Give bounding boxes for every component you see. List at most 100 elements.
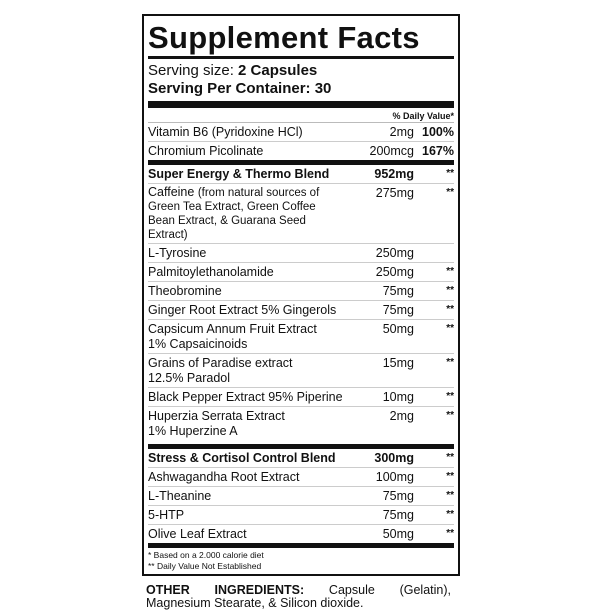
daily-value: ** bbox=[446, 187, 454, 198]
amount: 300mg bbox=[374, 451, 414, 465]
serving-size: Serving size: 2 Capsules bbox=[148, 62, 318, 79]
name-text: Huperzia Serrata Extract bbox=[148, 409, 285, 423]
amount: 100mg bbox=[375, 470, 414, 484]
amount: 275mg bbox=[375, 186, 414, 200]
name-text: Capsicum Annum Fruit Extract bbox=[148, 322, 317, 336]
ingredient-row: Huperzia Serrata Extract 1% Huperzine A 2m… bbox=[148, 407, 454, 441]
divider bbox=[148, 444, 454, 449]
name-text: Super Energy & Thermo Blend bbox=[148, 167, 330, 181]
name-text: Theobromine bbox=[148, 284, 222, 298]
ingredient-name: Huperzia Serrata Extract 1% Huperzine A bbox=[148, 409, 344, 440]
ingredient-row: Grains of Paradise extract 12.5% Paradol 1… bbox=[148, 354, 454, 388]
daily-value: 100% bbox=[422, 125, 454, 139]
label-wrapper: Supplement Facts Serving size: 2 Capsule… bbox=[142, 14, 460, 610]
footnote: * Based on a 2.000 calorie diet bbox=[148, 550, 264, 560]
ingredient-name: Ginger Root Extract 5% Gingerols bbox=[148, 303, 344, 318]
name-text: Grains of Paradise extract bbox=[148, 356, 293, 370]
amount: 250mg bbox=[375, 265, 414, 279]
ingredient-name: Capsicum Annum Fruit Extract 1% Capsaicin… bbox=[148, 322, 344, 352]
divider bbox=[148, 56, 454, 59]
ingredient-name: Ashwagandha Root Extract bbox=[148, 470, 344, 485]
daily-value: ** bbox=[446, 357, 454, 368]
name-text: Stress & Cortisol Control Blend bbox=[148, 451, 336, 465]
ingredient-name: Olive Leaf Extract bbox=[148, 527, 344, 542]
daily-value: ** bbox=[446, 168, 454, 179]
name-text: Black Pepper Extract 95% Piperine bbox=[148, 390, 343, 404]
daily-value-header: % Daily Value* bbox=[148, 108, 454, 123]
daily-value: ** bbox=[446, 285, 454, 296]
daily-value: ** bbox=[446, 410, 454, 421]
amount: 15mg bbox=[382, 356, 414, 370]
ingredient-subtext: 1% Huperzine A bbox=[148, 424, 238, 438]
amount: 952mg bbox=[374, 167, 414, 181]
daily-value: ** bbox=[446, 528, 454, 539]
daily-value: ** bbox=[446, 452, 454, 463]
name-text: Ginger Root Extract 5% Gingerols bbox=[148, 303, 337, 317]
name-text: Ashwagandha Root Extract bbox=[148, 470, 300, 484]
ingredient-row: Ashwagandha Root Extract 100mg ** bbox=[148, 468, 454, 487]
ingredient-row: 5-HTP 75mg ** bbox=[148, 506, 454, 525]
ingredient-row: Vitamin B6 (Pyridoxine HCl) 2mg 100% bbox=[148, 123, 454, 142]
daily-value: ** bbox=[446, 509, 454, 520]
stress-blend-list: Stress & Cortisol Control Blend 300mg ** As… bbox=[148, 449, 454, 543]
amount: 75mg bbox=[382, 489, 414, 503]
supplement-facts-panel: Supplement Facts Serving size: 2 Capsule… bbox=[142, 14, 460, 576]
ingredient-name: Stress & Cortisol Control Blend bbox=[148, 451, 344, 466]
ingredient-name: Chromium Picolinate bbox=[148, 144, 344, 159]
vitamin-list: Vitamin B6 (Pyridoxine HCl) 2mg 100% Chromi… bbox=[148, 123, 454, 160]
ingredient-row: Theobromine 75mg ** bbox=[148, 282, 454, 301]
divider bbox=[148, 543, 454, 548]
amount: 75mg bbox=[382, 508, 414, 522]
name-text: 5-HTP bbox=[148, 508, 185, 522]
other-ingredients: OTHER INGREDIENTS: Capsule (Gelatin), Ma… bbox=[146, 583, 451, 610]
ingredient-name: L-Theanine bbox=[148, 489, 344, 504]
daily-value: ** bbox=[446, 391, 454, 402]
amount: 50mg bbox=[382, 527, 414, 541]
daily-value bbox=[414, 246, 454, 261]
ingredient-note: (from natural sources of Green Tea Extra… bbox=[148, 187, 320, 241]
ingredient-row: L-Theanine 75mg ** bbox=[148, 487, 454, 506]
name-text: Caffeine bbox=[148, 185, 195, 199]
ingredient-row: Chromium Picolinate 200mcg 167% bbox=[148, 142, 454, 160]
ingredient-row: Palmitoylethanolamide 250mg ** bbox=[148, 263, 454, 282]
amount: 75mg bbox=[382, 303, 414, 317]
ingredient-name: Grains of Paradise extract 12.5% Paradol bbox=[148, 356, 344, 386]
amount: 2mg bbox=[389, 125, 414, 139]
ingredient-row: Olive Leaf Extract 50mg ** bbox=[148, 525, 454, 543]
panel-title: Supplement Facts bbox=[148, 20, 420, 55]
ingredient-name: Palmitoylethanolamide bbox=[148, 265, 344, 280]
ingredient-name: Caffeine (from natural sources of Green … bbox=[148, 186, 344, 242]
ingredient-row: Black Pepper Extract 95% Piperine 10mg ** bbox=[148, 388, 454, 407]
ingredient-row: L-Tyrosine 250mg bbox=[148, 244, 454, 263]
ingredient-name: 5-HTP bbox=[148, 508, 344, 523]
ingredient-row: Caffeine (from natural sources of Green … bbox=[148, 184, 454, 244]
blend-header-row: Stress & Cortisol Control Blend 300mg ** bbox=[148, 449, 454, 468]
ingredient-subtext: 1% Capsaicinoids bbox=[148, 337, 248, 351]
energy-blend-list: Super Energy & Thermo Blend 952mg ** Caffei… bbox=[148, 165, 454, 441]
ingredient-name: Black Pepper Extract 95% Piperine bbox=[148, 390, 344, 405]
ingredient-subtext: 12.5% Paradol bbox=[148, 371, 231, 385]
amount: 50mg bbox=[382, 322, 414, 336]
name-text: L-Tyrosine bbox=[148, 246, 207, 260]
daily-value: ** bbox=[446, 304, 454, 315]
ingredient-name: Theobromine bbox=[148, 284, 344, 299]
ingredient-name: Vitamin B6 (Pyridoxine HCl) bbox=[148, 125, 344, 140]
servings-per-container: Serving Per Container: 30 bbox=[148, 80, 332, 97]
name-text: Olive Leaf Extract bbox=[148, 527, 247, 541]
name-text: Palmitoylethanolamide bbox=[148, 265, 274, 279]
daily-value: 167% bbox=[422, 144, 454, 158]
footnote: ** Daily Value Not Established bbox=[148, 561, 262, 571]
amount: 200mcg bbox=[369, 144, 414, 158]
blend-header-row: Super Energy & Thermo Blend 952mg ** bbox=[148, 165, 454, 184]
daily-value: ** bbox=[446, 471, 454, 482]
amount: 2mg bbox=[389, 409, 414, 423]
footnotes: * Based on a 2.000 calorie diet ** Daily… bbox=[148, 548, 454, 572]
name-text: Vitamin B6 (Pyridoxine HCl) bbox=[148, 125, 303, 139]
ingredient-name: L-Tyrosine bbox=[148, 246, 344, 261]
ingredient-name: Super Energy & Thermo Blend bbox=[148, 167, 344, 182]
name-text: Chromium Picolinate bbox=[148, 144, 264, 158]
divider bbox=[148, 160, 454, 165]
amount: 250mg bbox=[375, 246, 414, 260]
divider bbox=[148, 101, 454, 108]
name-text: L-Theanine bbox=[148, 489, 212, 503]
